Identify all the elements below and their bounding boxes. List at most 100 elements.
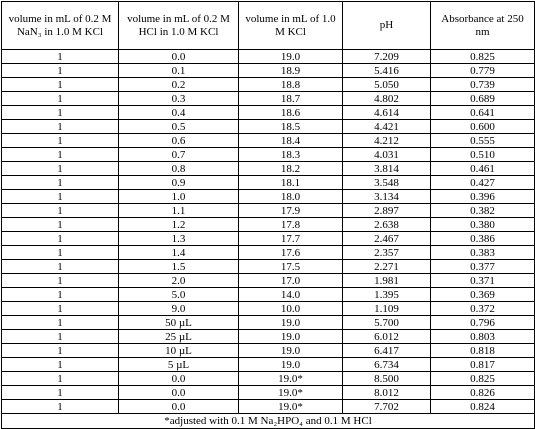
table-cell: 1 (1, 399, 119, 414)
header-cell: volume in mL of 0.2 M HCl in 1.0 M KCl (118, 1, 239, 50)
table-row: 1 0.8 18.2 3.814 0.461 (1, 161, 535, 176)
table-cell: 17.8 (238, 217, 343, 232)
table-cell: 1 (1, 329, 119, 344)
table-cell: 1 (1, 105, 119, 120)
table-cell: 25 µL (118, 329, 239, 344)
table-cell: 6.012 (342, 329, 431, 344)
table-cell: 19.0 (238, 343, 343, 358)
table-cell: 6.417 (342, 343, 431, 358)
table-cell: 1 (1, 217, 119, 232)
table-cell: 0.382 (430, 203, 535, 218)
table-cell: 0.510 (430, 147, 535, 162)
table-cell: 0.0 (118, 399, 239, 414)
table-cell: 0.369 (430, 287, 535, 302)
table-cell: 19.0 (238, 49, 343, 64)
header-cell: volume in mL of 1.0 M KCl (238, 1, 343, 50)
table-cell: 18.3 (238, 147, 343, 162)
table-row: 1 1.1 17.9 2.897 0.382 (1, 203, 535, 218)
table-cell: 17.7 (238, 231, 343, 246)
table-cell: 8.012 (342, 385, 431, 400)
table-cell: 0.371 (430, 273, 535, 288)
table-cell: 1.109 (342, 301, 431, 316)
table-cell: 4.212 (342, 133, 431, 148)
table-cell: 0.600 (430, 119, 535, 134)
table-cell: 18.2 (238, 161, 343, 176)
footnote: *adjusted with 0.1 M Na₂HPO₄ and 0.1 M H… (1, 413, 535, 429)
table-cell: 19.0* (238, 385, 343, 400)
table-cell: 1 (1, 161, 119, 176)
table-cell: 18.1 (238, 175, 343, 190)
table-cell: 5.050 (342, 77, 431, 92)
table-cell: 0.386 (430, 231, 535, 246)
table-cell: 1.3 (118, 231, 239, 246)
table-cell: 0.796 (430, 315, 535, 330)
table-cell: 1 (1, 63, 119, 78)
table-row: 1 1.2 17.8 2.638 0.380 (1, 217, 535, 232)
table-cell: 1.5 (118, 259, 239, 274)
table-cell: 1 (1, 231, 119, 246)
table-cell: 0.7 (118, 147, 239, 162)
table-cell: 0.8 (118, 161, 239, 176)
table-cell: 2.638 (342, 217, 431, 232)
table-cell: 1 (1, 245, 119, 260)
table-cell: 0.826 (430, 385, 535, 400)
table-cell: 1 (1, 371, 119, 386)
table-cell: 3.134 (342, 189, 431, 204)
table-cell: 7.209 (342, 49, 431, 64)
table-cell: 1 (1, 273, 119, 288)
table-cell: 17.9 (238, 203, 343, 218)
table-cell: 1 (1, 343, 119, 358)
table-cell: 2.357 (342, 245, 431, 260)
table-cell: 0.739 (430, 77, 535, 92)
table-cell: 1 (1, 315, 119, 330)
table-cell: 19.0 (238, 357, 343, 372)
table-cell: 1.4 (118, 245, 239, 260)
table-cell: 0.6 (118, 133, 239, 148)
table-cell: 14.0 (238, 287, 343, 302)
table-cell: 4.802 (342, 91, 431, 106)
table-cell: 0.2 (118, 77, 239, 92)
table-cell: 1 (1, 189, 119, 204)
table-cell: 1 (1, 287, 119, 302)
table-cell: 1 (1, 119, 119, 134)
table-cell: 1 (1, 259, 119, 274)
table-cell: 1 (1, 49, 119, 64)
table-row: 1 0.9 18.1 3.548 0.427 (1, 175, 535, 190)
table-cell: 17.0 (238, 273, 343, 288)
table-cell: 17.6 (238, 245, 343, 260)
table-cell: 1.395 (342, 287, 431, 302)
table-body: 1 0.0 19.0 7.209 0.825 1 0.1 18.9 5.416 0.779 1 0.2… (1, 49, 535, 429)
table-cell: 2.897 (342, 203, 431, 218)
table-row: 1 0.0 19.0 7.209 0.825 (1, 49, 535, 64)
table-cell: 1.1 (118, 203, 239, 218)
table-cell: 4.614 (342, 105, 431, 120)
table-cell: 7.702 (342, 399, 431, 414)
table-cell: 0.817 (430, 357, 535, 372)
table-cell: 6.734 (342, 357, 431, 372)
table-row: 1 0.7 18.3 4.031 0.510 (1, 147, 535, 162)
table-cell: 18.8 (238, 77, 343, 92)
table-cell: 0.0 (118, 371, 239, 386)
table-cell: 19.0 (238, 315, 343, 330)
table-cell: 0.383 (430, 245, 535, 260)
table-cell: 0.825 (430, 371, 535, 386)
header-row: volume in mL of 0.2 M NaN₃ in 1.0 M KCl v… (1, 1, 535, 50)
table-row: 1 0.3 18.7 4.802 0.689 (1, 91, 535, 106)
table-cell: 4.031 (342, 147, 431, 162)
table-row: 1 5.0 14.0 1.395 0.369 (1, 287, 535, 302)
table-cell: 2.271 (342, 259, 431, 274)
footnote-row: *adjusted with 0.1 M Na₂HPO₄ and 0.1 M H… (1, 413, 535, 429)
table-cell: 0.9 (118, 175, 239, 190)
table-cell: 3.548 (342, 175, 431, 190)
table-cell: 18.4 (238, 133, 343, 148)
table-cell: 8.500 (342, 371, 431, 386)
table-cell: 1 (1, 301, 119, 316)
table-cell: 17.5 (238, 259, 343, 274)
table-row: 1 0.0 19.0* 7.702 0.824 (1, 399, 535, 414)
table-row: 1 0.6 18.4 4.212 0.555 (1, 133, 535, 148)
table-cell: 0.372 (430, 301, 535, 316)
table-cell: 18.9 (238, 63, 343, 78)
table-row: 1 0.2 18.8 5.050 0.739 (1, 77, 535, 92)
table-cell: 5.700 (342, 315, 431, 330)
